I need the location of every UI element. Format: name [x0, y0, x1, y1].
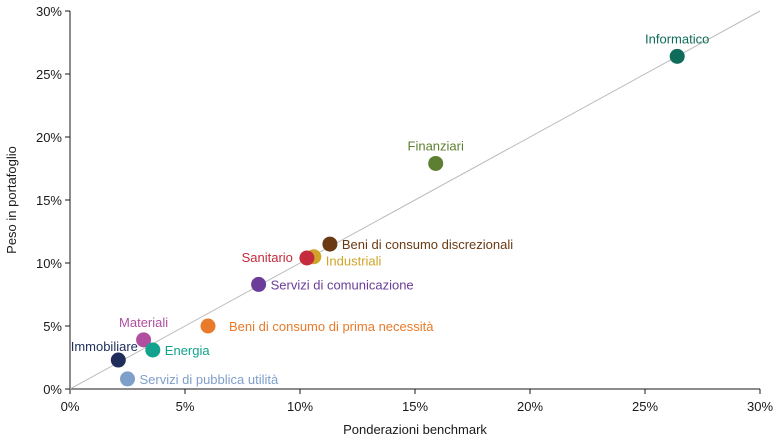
data-point — [136, 332, 152, 348]
data-point-label: Materiali — [119, 315, 168, 330]
y-tick-label: 25% — [36, 67, 62, 82]
y-tick-label: 10% — [36, 256, 62, 271]
x-tick-label: 15% — [402, 399, 428, 414]
y-tick-label: 30% — [36, 4, 62, 19]
x-tick-label: 5% — [176, 399, 195, 414]
data-point-label: Energia — [165, 343, 211, 358]
data-point — [299, 250, 315, 266]
data-point — [145, 342, 161, 358]
data-point — [669, 48, 685, 64]
data-point — [322, 236, 338, 252]
data-point — [200, 318, 216, 334]
y-tick-label: 15% — [36, 193, 62, 208]
data-point-label: Servizi di comunicazione — [271, 277, 414, 292]
data-point — [120, 371, 135, 387]
data-point-label: Beni di consumo di prima necessità — [229, 319, 434, 334]
x-tick-label: 20% — [517, 399, 543, 414]
data-point-label: Sanitario — [242, 250, 293, 265]
data-point-label: Informatico — [645, 31, 709, 46]
points-group — [110, 48, 685, 387]
data-point — [428, 155, 444, 171]
y-tick-label: 5% — [43, 319, 62, 334]
data-point-label: Servizi di pubblica utilità — [140, 372, 280, 387]
axes: 0% 5% 10% 15% 20% 25% 30% 0% 5% 10% 15% 20% 25% 30% — [36, 4, 773, 414]
data-point-label: Finanziari — [408, 138, 464, 153]
y-tick-label: 0% — [43, 382, 62, 397]
point-labels-group: Informatico Finanziari Beni di consumo dis… — [71, 31, 710, 387]
data-point — [110, 352, 126, 368]
data-point-label: Immobiliare — [71, 339, 138, 354]
data-point — [251, 276, 267, 292]
data-point-label: Industriali — [326, 254, 382, 269]
data-point-label: Beni di consumo discrezionali — [342, 237, 513, 252]
x-tick-label: 0% — [61, 399, 80, 414]
reference-line-group — [69, 10, 761, 390]
x-tick-label: 25% — [632, 399, 658, 414]
reference-line — [69, 10, 761, 390]
x-tick-label: 10% — [287, 399, 313, 414]
y-tick-label: 20% — [36, 130, 62, 145]
x-axis-title: Ponderazioni benchmark — [343, 422, 487, 437]
x-tick-label: 30% — [747, 399, 773, 414]
y-axis-title: Peso in portafoglio — [4, 146, 19, 254]
